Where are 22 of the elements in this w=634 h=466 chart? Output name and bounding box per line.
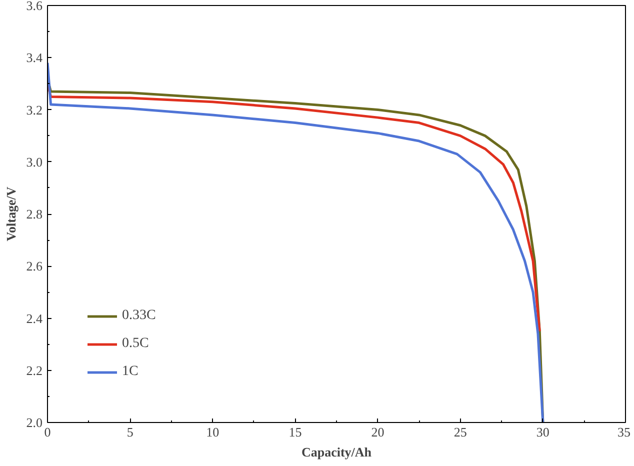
y-tick-label: 2.8	[26, 206, 42, 222]
y-tick-label: 3.0	[26, 154, 42, 170]
y-tick-label: 3.6	[26, 0, 43, 13]
y-tick-label: 2.4	[26, 310, 43, 326]
x-tick-label: 25	[454, 424, 467, 440]
legend-label: 0.33C	[122, 308, 156, 324]
x-tick-label: 5	[126, 424, 134, 440]
y-tick-label: 2.2	[26, 362, 42, 378]
y-tick-label: 3.4	[26, 50, 43, 66]
x-tick-label: 20	[371, 424, 384, 440]
x-tick-label: 10	[206, 424, 220, 440]
y-tick-label: 2.0	[26, 415, 42, 430]
x-tick-label: 35	[618, 424, 630, 440]
y-tick-label: 3.2	[26, 102, 42, 118]
y-axis-title: Voltage/V	[3, 186, 18, 242]
legend-label: 0.5C	[122, 336, 149, 352]
x-tick-label: 15	[288, 424, 302, 440]
x-axis-title: Capacity/Ah	[301, 444, 372, 460]
legend-label: 1C	[122, 364, 140, 380]
y-tick-label: 2.6	[26, 258, 43, 274]
x-tick-label: 0	[44, 424, 51, 440]
x-tick-label: 30	[536, 424, 550, 440]
